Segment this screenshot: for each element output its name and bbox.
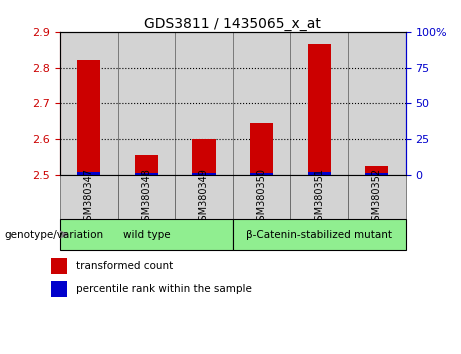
Text: GSM380349: GSM380349	[199, 168, 209, 227]
Text: GSM380350: GSM380350	[257, 168, 266, 227]
Bar	[348, 175, 406, 219]
Bar	[348, 32, 406, 175]
Text: wild type: wild type	[123, 229, 170, 240]
Bar	[175, 32, 233, 175]
Text: GSM380347: GSM380347	[84, 168, 94, 227]
Bar	[77, 61, 100, 175]
Text: genotype/variation: genotype/variation	[5, 229, 104, 240]
Text: GSM380348: GSM380348	[142, 168, 151, 227]
Bar	[51, 258, 67, 274]
Bar	[250, 173, 273, 175]
Bar	[118, 32, 175, 175]
Bar	[60, 32, 118, 175]
Bar	[60, 175, 118, 219]
Bar	[118, 175, 175, 219]
Bar	[308, 44, 331, 175]
Bar	[77, 172, 100, 175]
Bar	[60, 219, 233, 250]
Bar	[290, 175, 348, 219]
Bar	[365, 166, 388, 175]
Text: GSM380351: GSM380351	[314, 168, 324, 227]
Bar	[193, 139, 216, 175]
Bar	[308, 172, 331, 175]
Bar	[135, 155, 158, 175]
Bar	[233, 32, 290, 175]
Text: transformed count: transformed count	[76, 261, 173, 271]
Title: GDS3811 / 1435065_x_at: GDS3811 / 1435065_x_at	[144, 17, 321, 31]
Text: percentile rank within the sample: percentile rank within the sample	[76, 284, 252, 294]
Bar	[233, 219, 406, 250]
Bar	[290, 32, 348, 175]
Bar	[193, 173, 216, 175]
Bar	[51, 281, 67, 297]
Text: GSM380352: GSM380352	[372, 167, 382, 227]
Bar	[135, 173, 158, 175]
Bar	[365, 173, 388, 175]
Bar	[233, 175, 290, 219]
Bar	[175, 175, 233, 219]
Text: β-Catenin-stabilized mutant: β-Catenin-stabilized mutant	[246, 229, 392, 240]
Bar	[250, 123, 273, 175]
